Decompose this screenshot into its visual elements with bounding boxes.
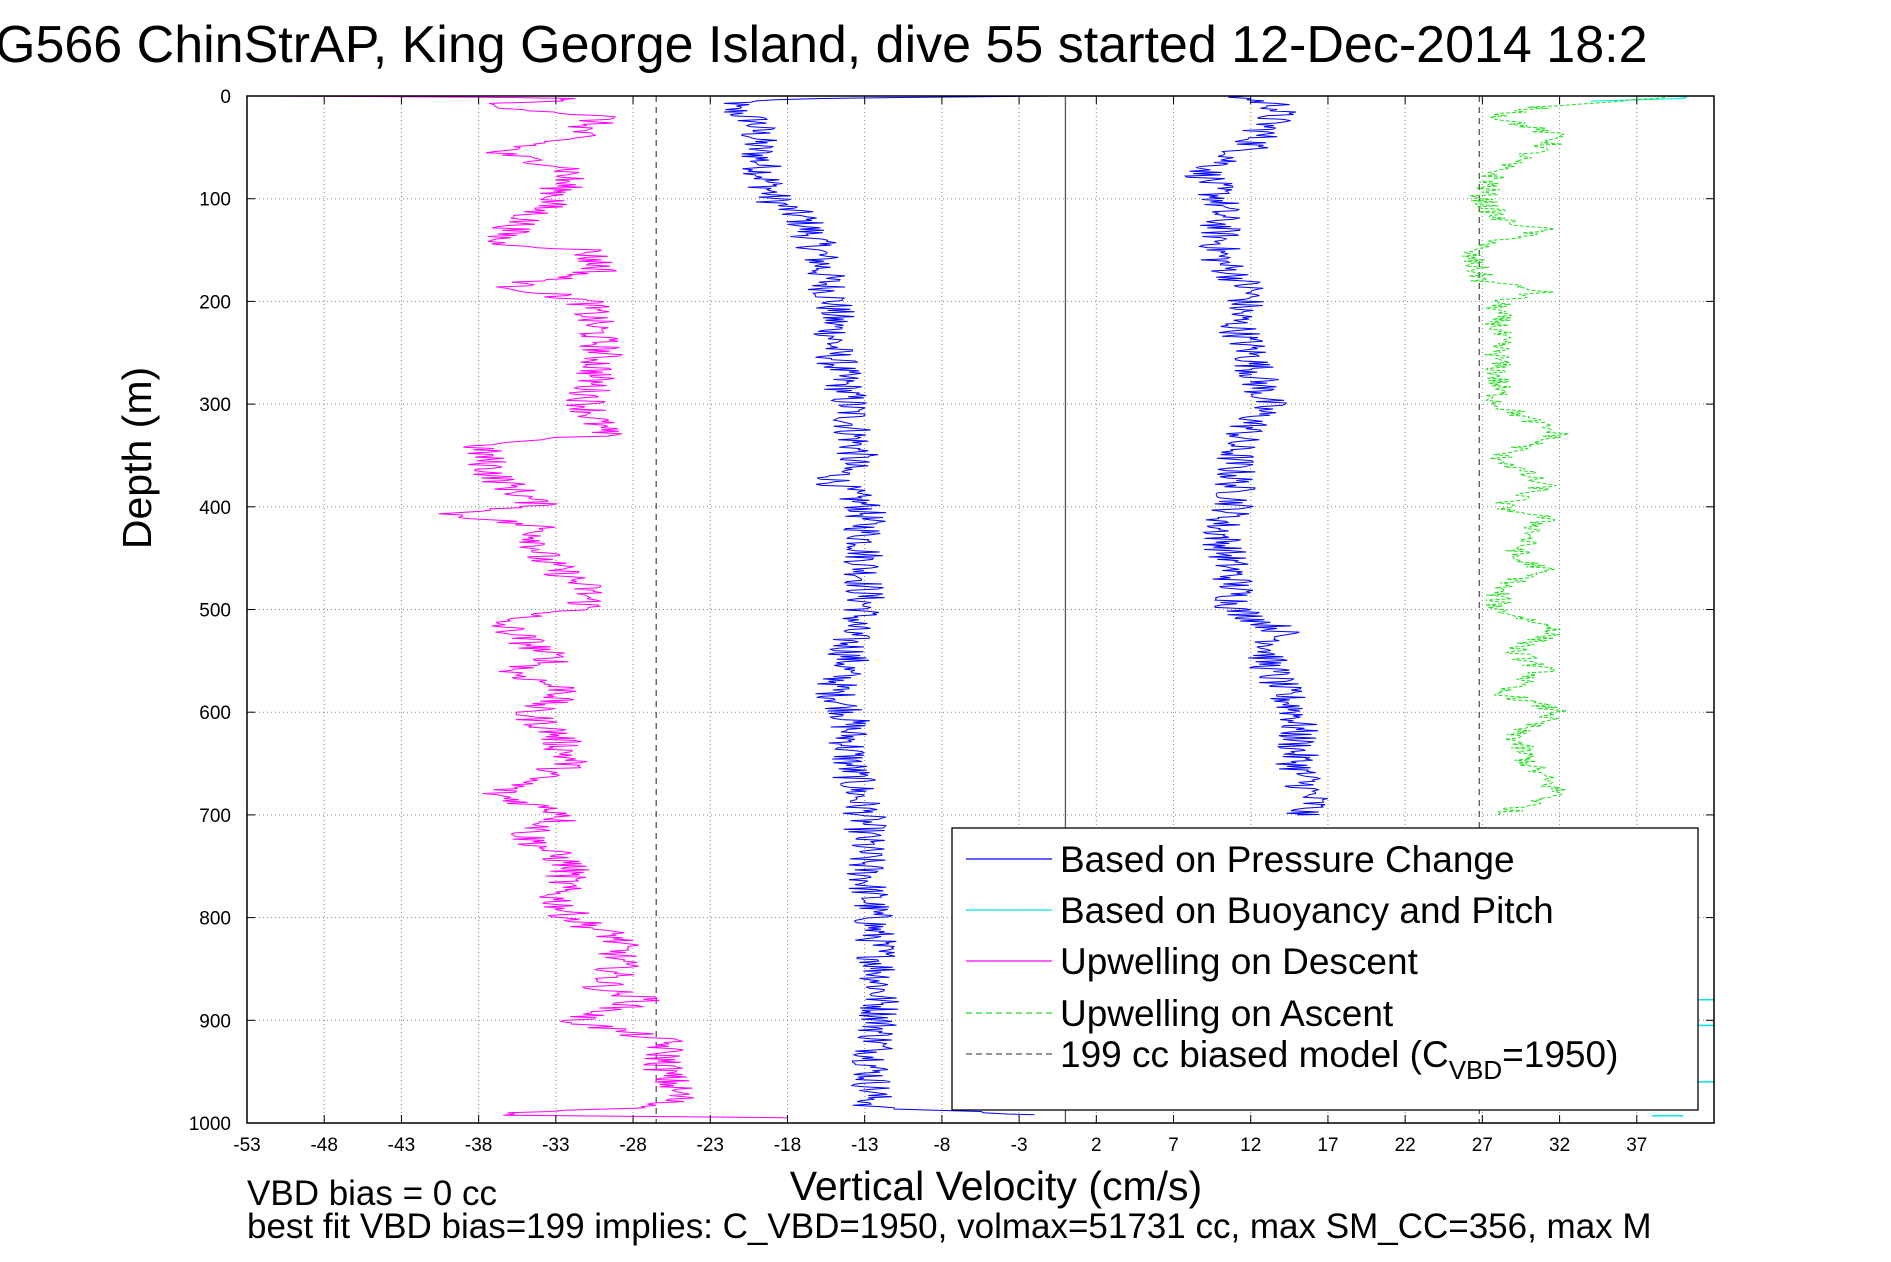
y-tick-label: 0 bbox=[220, 87, 231, 108]
legend-label-subscript: VBD bbox=[1449, 1055, 1502, 1085]
series-layer bbox=[256, 95, 1714, 1119]
legend-label: Upwelling on Ascent bbox=[1060, 993, 1394, 1034]
x-tick-label: 32 bbox=[1549, 1135, 1570, 1156]
x-tick-label: 7 bbox=[1168, 1135, 1179, 1156]
y-tick-label: 700 bbox=[199, 806, 231, 827]
legend-box bbox=[951, 827, 1699, 1111]
legend-label-tail: =1950) bbox=[1502, 1034, 1618, 1075]
x-tick-label: -43 bbox=[388, 1135, 415, 1156]
x-tick-label: -48 bbox=[310, 1135, 337, 1156]
x-tick-label: -3 bbox=[1011, 1135, 1028, 1156]
legend-label: Based on Pressure Change bbox=[1060, 839, 1515, 880]
x-tick-label: -13 bbox=[851, 1135, 878, 1156]
y-tick-label: 300 bbox=[199, 395, 231, 416]
y-axis-ticks: 0 100 200 300 400 500 600 700 800 900 1000 bbox=[189, 87, 1714, 1135]
x-axis-ticks: -53 -48 -43 -38 -33 -28 -23 -18 -13 -8 -3 2 7 12 17 22 2… bbox=[233, 96, 1647, 1156]
series-line-buoyancy bbox=[1590, 95, 1688, 102]
y-tick-label: 100 bbox=[199, 190, 231, 211]
y-tick-label: 600 bbox=[199, 703, 231, 724]
legend: Based on Pressure Change Based on Buoyanc… bbox=[951, 827, 1699, 1111]
y-tick-label: 1000 bbox=[189, 1114, 231, 1135]
best-fit-note: best fit VBD bias=199 implies: C_VBD=195… bbox=[247, 1207, 1652, 1246]
y-tick-label: 800 bbox=[199, 909, 231, 930]
x-axis-label: Vertical Velocity (cm/s) bbox=[790, 1163, 1202, 1209]
x-tick-label: -33 bbox=[542, 1135, 569, 1156]
y-tick-label: 200 bbox=[199, 292, 231, 313]
x-tick-label: 27 bbox=[1472, 1135, 1493, 1156]
x-tick-label: 17 bbox=[1317, 1135, 1338, 1156]
x-tick-label: 22 bbox=[1395, 1135, 1416, 1156]
x-tick-label: -53 bbox=[233, 1135, 260, 1156]
x-tick-label: 12 bbox=[1240, 1135, 1261, 1156]
x-tick-label: -38 bbox=[465, 1135, 492, 1156]
y-tick-label: 400 bbox=[199, 498, 231, 519]
chart-title: G566 ChinStrAP, King George Island, dive… bbox=[0, 16, 1648, 74]
y-tick-label: 900 bbox=[199, 1011, 231, 1032]
series-line-ascent bbox=[1183, 95, 1328, 816]
series-line-upwelling-descent bbox=[256, 95, 788, 1119]
legend-label: Based on Buoyancy and Pitch bbox=[1060, 890, 1554, 931]
x-tick-label: -23 bbox=[697, 1135, 724, 1156]
y-axis-label: Depth (m) bbox=[114, 367, 160, 549]
legend-label: Upwelling on Descent bbox=[1060, 941, 1419, 982]
x-tick-label: -18 bbox=[774, 1135, 801, 1156]
y-tick-label: 500 bbox=[199, 601, 231, 622]
x-tick-label: 37 bbox=[1626, 1135, 1647, 1156]
x-tick-label: -8 bbox=[933, 1135, 950, 1156]
vbd-bias-note: VBD bias = 0 cc bbox=[247, 1174, 497, 1213]
series-line-upwelling-ascent bbox=[1462, 95, 1672, 816]
x-tick-label: -28 bbox=[619, 1135, 646, 1156]
x-tick-label: 2 bbox=[1091, 1135, 1102, 1156]
series-line-descent bbox=[723, 95, 1057, 1116]
